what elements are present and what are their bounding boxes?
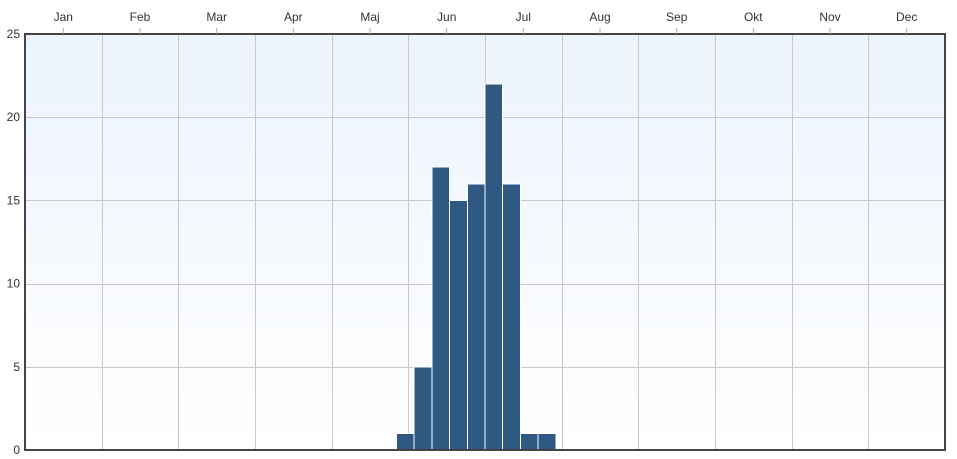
x-tick-label: Okt <box>744 10 763 24</box>
y-tick-label: 20 <box>7 110 21 124</box>
y-tick-label: 0 <box>13 443 20 457</box>
x-tick-label: Nov <box>819 10 840 24</box>
bar[interactable] <box>466 183 486 451</box>
x-tick-label: Jun <box>437 10 456 24</box>
x-tick-label: Apr <box>284 10 303 24</box>
bar[interactable] <box>431 166 451 451</box>
bar[interactable] <box>502 183 521 451</box>
y-tick-label: 10 <box>7 277 21 291</box>
x-tick-label: Aug <box>589 10 610 24</box>
y-axis: 0 5 10 15 20 25 <box>7 27 21 457</box>
bar[interactable] <box>484 83 504 451</box>
x-axis: Jan Feb Mar Apr Maj Jun Jul Aug Sep Okt Nov Dec <box>54 10 917 34</box>
y-tick-label: 5 <box>13 360 20 374</box>
bar[interactable] <box>519 432 539 451</box>
x-tick-label: Sep <box>666 10 688 24</box>
bar[interactable] <box>449 199 468 451</box>
x-tick-label: Jan <box>54 10 73 24</box>
x-tick-label: Mar <box>206 10 227 24</box>
plot-frame <box>24 33 946 451</box>
x-tick-label: Jul <box>516 10 531 24</box>
y-tick-label: 15 <box>7 193 21 207</box>
bar[interactable] <box>396 432 415 451</box>
y-tick-label: 25 <box>7 27 21 41</box>
x-tick-label: Maj <box>360 10 379 24</box>
bar[interactable] <box>413 366 433 451</box>
x-tick-label: Feb <box>130 10 151 24</box>
bar[interactable] <box>537 432 557 451</box>
x-tick-label: Dec <box>896 10 917 24</box>
